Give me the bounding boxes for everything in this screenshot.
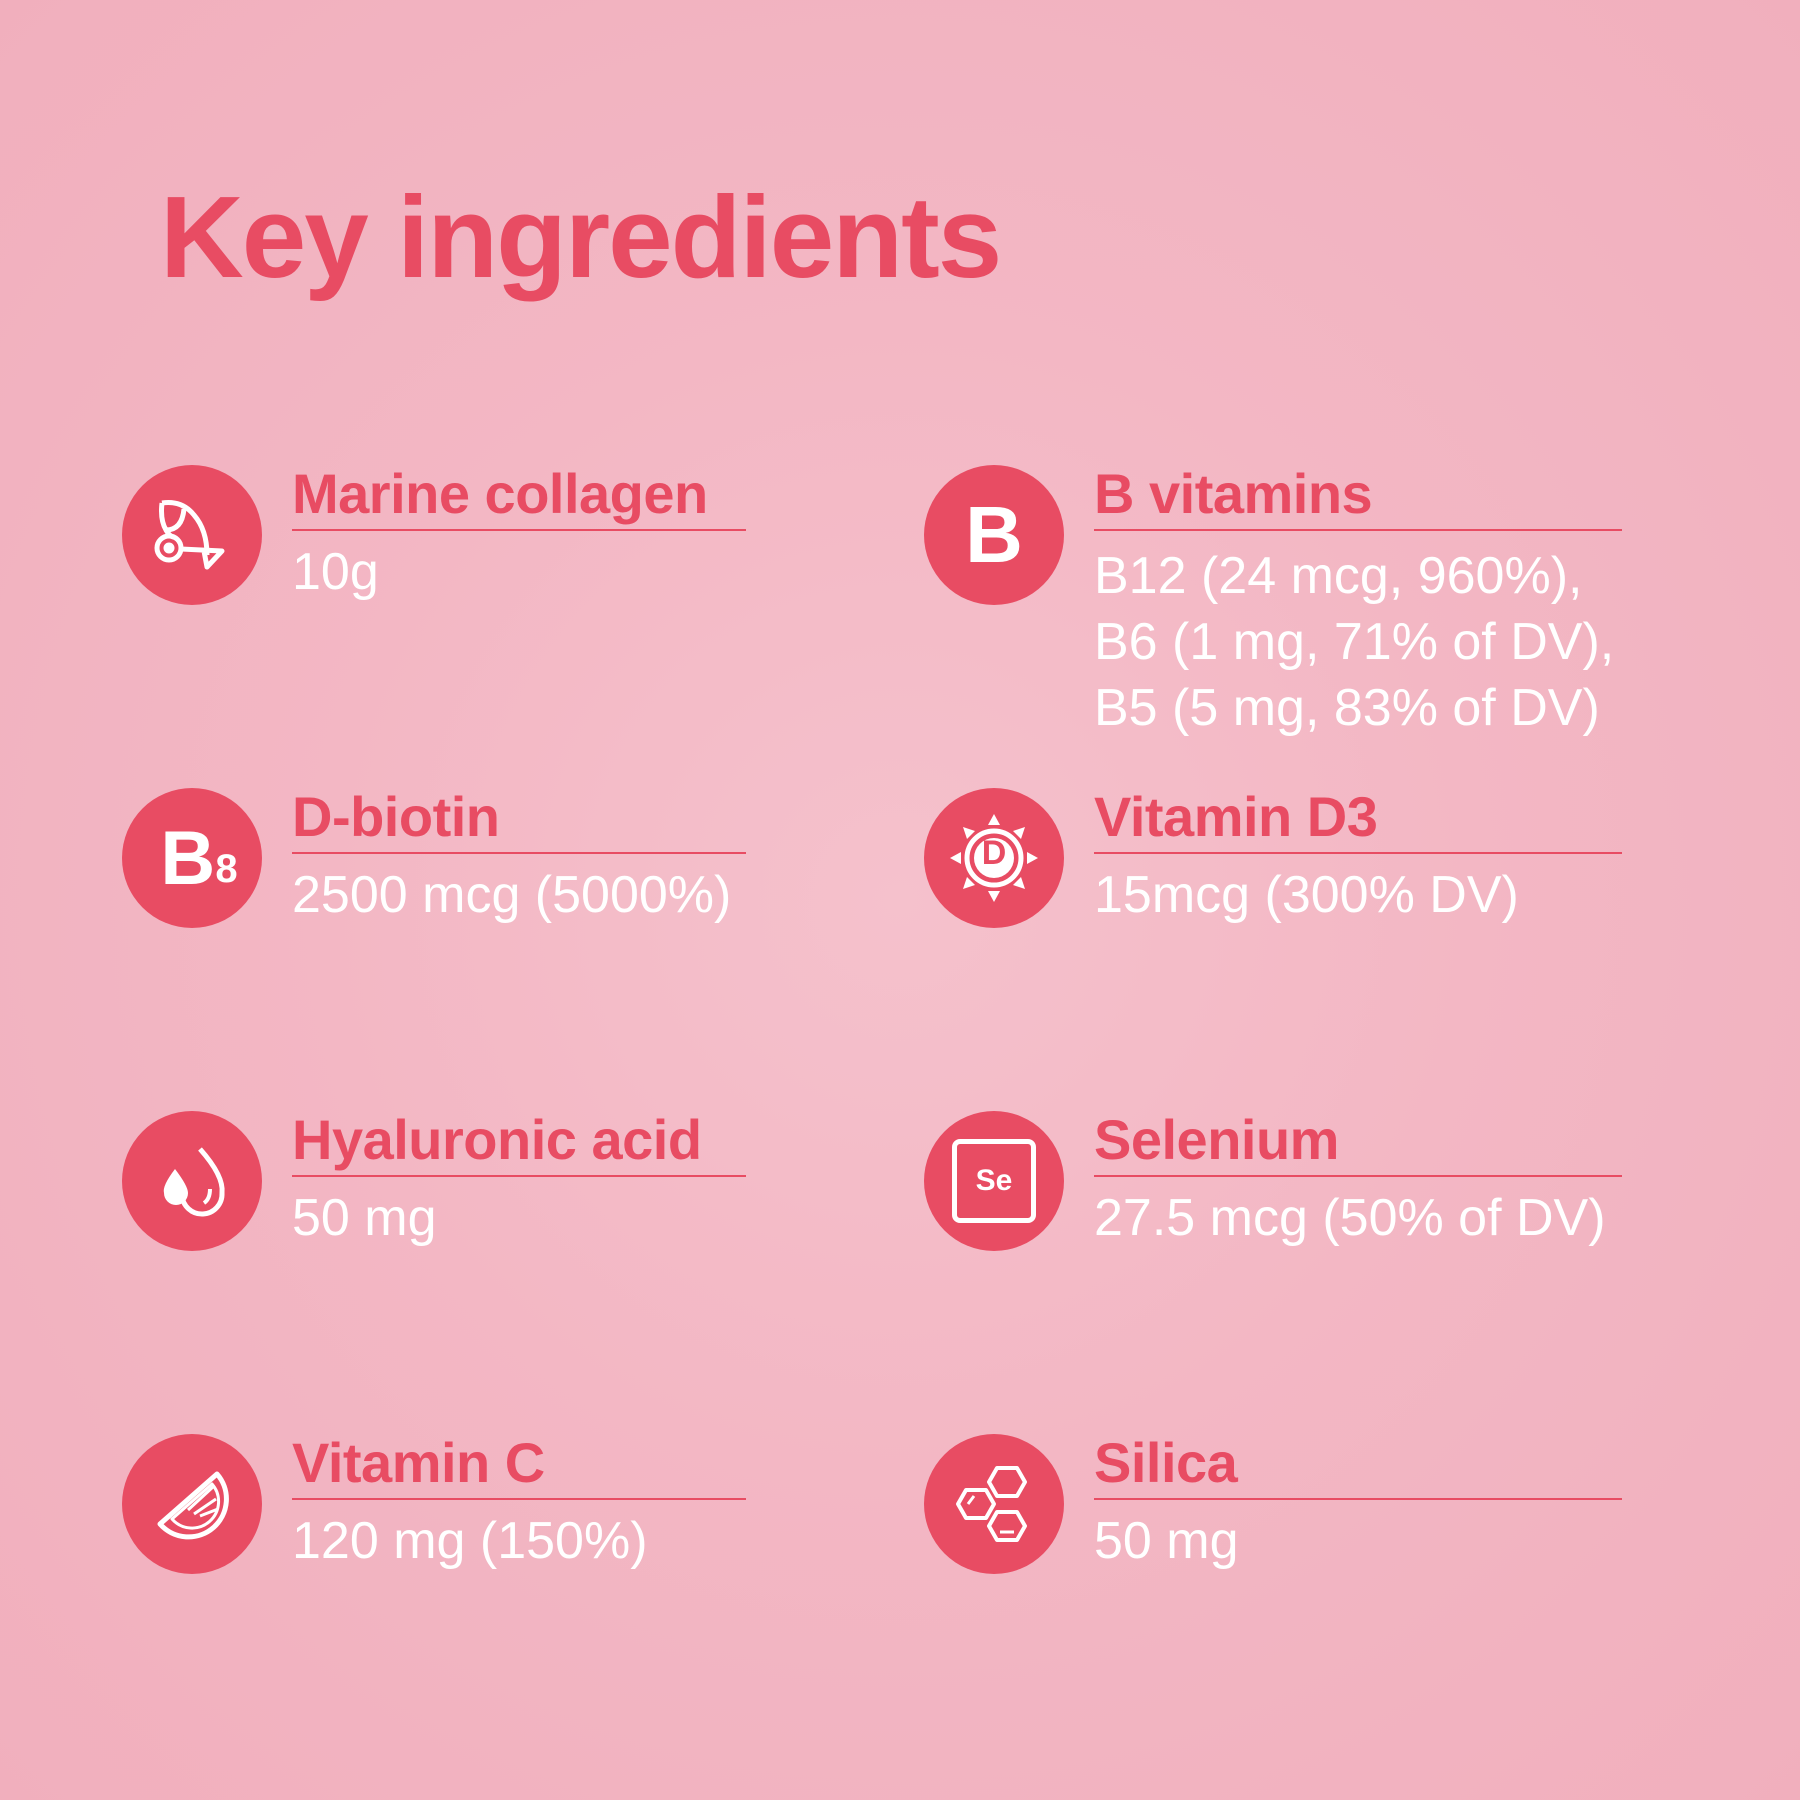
ingredient-amount: 120 mg (150%) (292, 1512, 648, 1570)
amount-line: B12 (24 mcg, 960%), (1094, 547, 1583, 605)
ingredient-amount: 15mcg (300% DV) (1094, 866, 1519, 924)
element-se-icon: Se (924, 1111, 1064, 1251)
icon-letter: Se (975, 1164, 1013, 1197)
ingredient-amount: B12 (24 mcg, 960%), B6 (1 mg, 71% of DV)… (1094, 543, 1614, 741)
ingredient-amount: 50 mg (1094, 1512, 1239, 1570)
divider (292, 852, 746, 854)
ingredient-amount: 10g (292, 543, 379, 601)
icon-subscript: 8 (215, 846, 238, 891)
ingredient-name: Hyaluronic acid (292, 1108, 702, 1171)
divider (292, 529, 746, 531)
ingredient-amount: 2500 mcg (5000%) (292, 866, 732, 924)
ingredient-vitamin-d3: D Vitamin D3 15mcg (300% DV) (924, 785, 1684, 1088)
page-title: Key ingredients (160, 172, 1002, 302)
ingredient-vitamin-c: Vitamin C 120 mg (150%) (122, 1431, 882, 1734)
citrus-slice-icon (122, 1434, 262, 1574)
divider (1094, 1498, 1622, 1500)
amount-line: B5 (5 mg, 83% of DV) (1094, 679, 1600, 737)
ingredient-name: Marine collagen (292, 462, 708, 525)
fish-collagen-icon (122, 465, 262, 605)
ingredient-silica: Silica 50 mg (924, 1431, 1684, 1734)
icon-letter: D (981, 834, 1007, 872)
divider (292, 1498, 746, 1500)
divider (1094, 529, 1622, 531)
icon-letter: B (965, 490, 1023, 579)
ingredient-name: Vitamin D3 (1094, 785, 1378, 848)
ingredient-name: B vitamins (1094, 462, 1373, 525)
ingredient-name: Selenium (1094, 1108, 1339, 1171)
ingredient-name: D-biotin (292, 785, 500, 848)
icon-letter: B (160, 815, 216, 901)
divider (292, 1175, 746, 1177)
ingredient-name: Silica (1094, 1431, 1238, 1494)
ingredient-marine-collagen: Marine collagen 10g (122, 462, 882, 765)
hexagons-icon (924, 1434, 1064, 1574)
water-drops-icon (122, 1111, 262, 1251)
ingredient-name: Vitamin C (292, 1431, 545, 1494)
ingredient-b-vitamins: B B vitamins B12 (24 mcg, 960%), B6 (1 m… (924, 462, 1684, 765)
ingredient-amount: 50 mg (292, 1189, 437, 1247)
divider (1094, 1175, 1622, 1177)
ingredient-hyaluronic-acid: Hyaluronic acid 50 mg (122, 1108, 882, 1411)
ingredient-amount: 27.5 mcg (50% of DV) (1094, 1189, 1606, 1247)
sun-d-icon: D (924, 788, 1064, 928)
letter-b-icon: B (924, 465, 1064, 605)
divider (1094, 852, 1622, 854)
ingredient-selenium: Se Selenium 27.5 mcg (50% of DV) (924, 1108, 1684, 1411)
amount-line: B6 (1 mg, 71% of DV), (1094, 613, 1615, 671)
